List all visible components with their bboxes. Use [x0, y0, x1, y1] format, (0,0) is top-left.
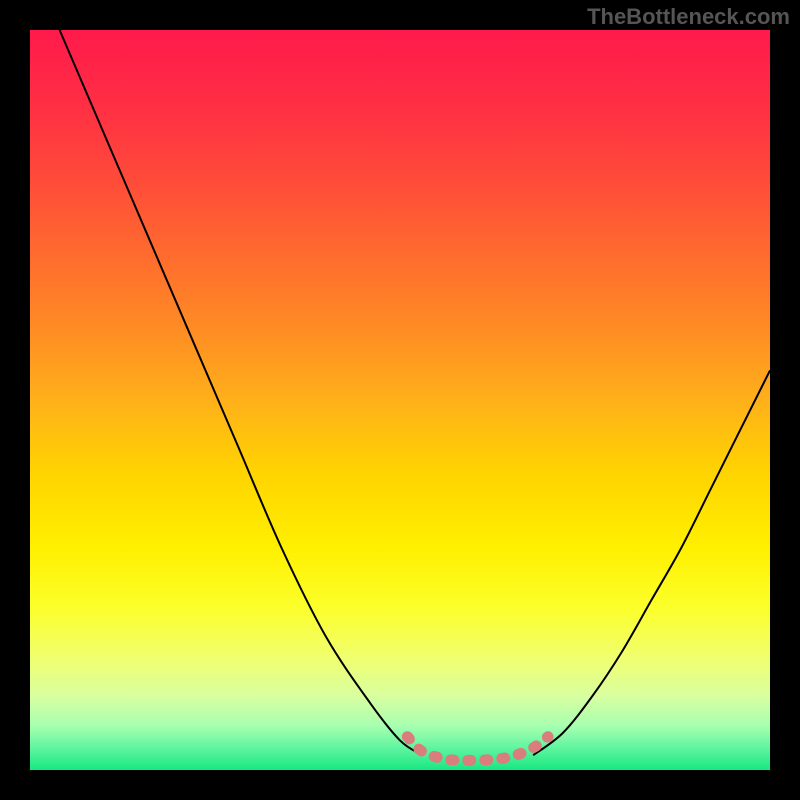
- watermark-text: TheBottleneck.com: [587, 4, 790, 30]
- chart-inner: [30, 30, 770, 770]
- chart-outer: TheBottleneck.com: [0, 0, 800, 800]
- bottleneck-curve-chart: [30, 30, 770, 770]
- gradient-background: [30, 30, 770, 770]
